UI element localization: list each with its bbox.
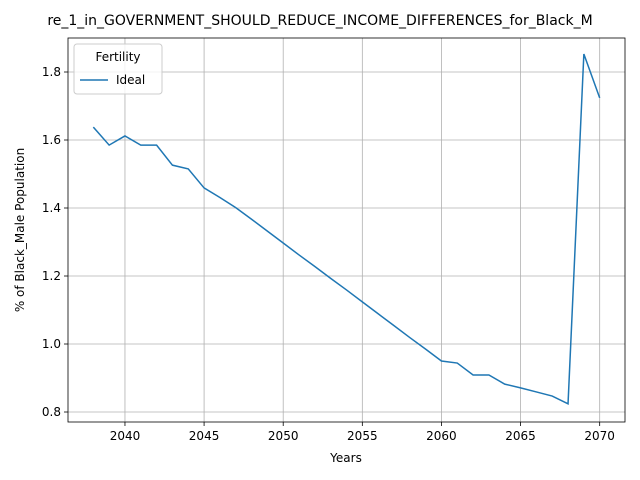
y-tick-label: 1.6	[42, 133, 61, 147]
y-tick-label: 1.2	[42, 269, 61, 283]
x-axis-label: Years	[329, 451, 362, 465]
plot-frame	[67, 37, 626, 423]
x-tick-label: 2070	[584, 429, 615, 443]
y-tick-label: 1.0	[42, 337, 61, 351]
x-tick-label: 2050	[268, 429, 299, 443]
x-tick-label: 2055	[347, 429, 378, 443]
line-series	[92, 53, 601, 406]
legend-box	[73, 43, 163, 95]
x-tick-label: 2040	[110, 429, 141, 443]
y-axis-label: % of Black_Male Population	[13, 148, 27, 312]
chart-title: re_1_in_GOVERNMENT_SHOULD_REDUCE_INCOME_…	[47, 13, 592, 29]
legend-title: Fertility	[95, 50, 140, 64]
y-tick-label: 0.8	[42, 405, 61, 419]
x-tick-label: 2065	[505, 429, 536, 443]
y-tick-label: 1.4	[42, 201, 61, 215]
y-tick-label: 1.8	[42, 65, 61, 79]
x-tick-label: 2060	[426, 429, 457, 443]
legend-label: Ideal	[116, 73, 145, 87]
x-tick-label: 2045	[189, 429, 220, 443]
